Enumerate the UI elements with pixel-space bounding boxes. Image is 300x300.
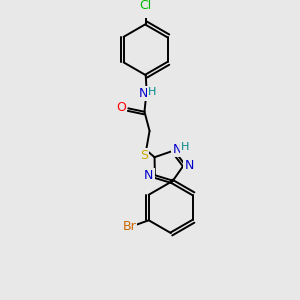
Text: N: N [184, 159, 194, 172]
Text: H: H [148, 87, 157, 97]
Text: N: N [144, 169, 154, 182]
Text: H: H [181, 142, 189, 152]
Text: N: N [172, 143, 182, 156]
Text: O: O [116, 101, 126, 114]
Text: Br: Br [122, 220, 136, 233]
Text: Cl: Cl [140, 0, 152, 12]
Text: S: S [140, 149, 148, 162]
Text: N: N [139, 87, 148, 100]
